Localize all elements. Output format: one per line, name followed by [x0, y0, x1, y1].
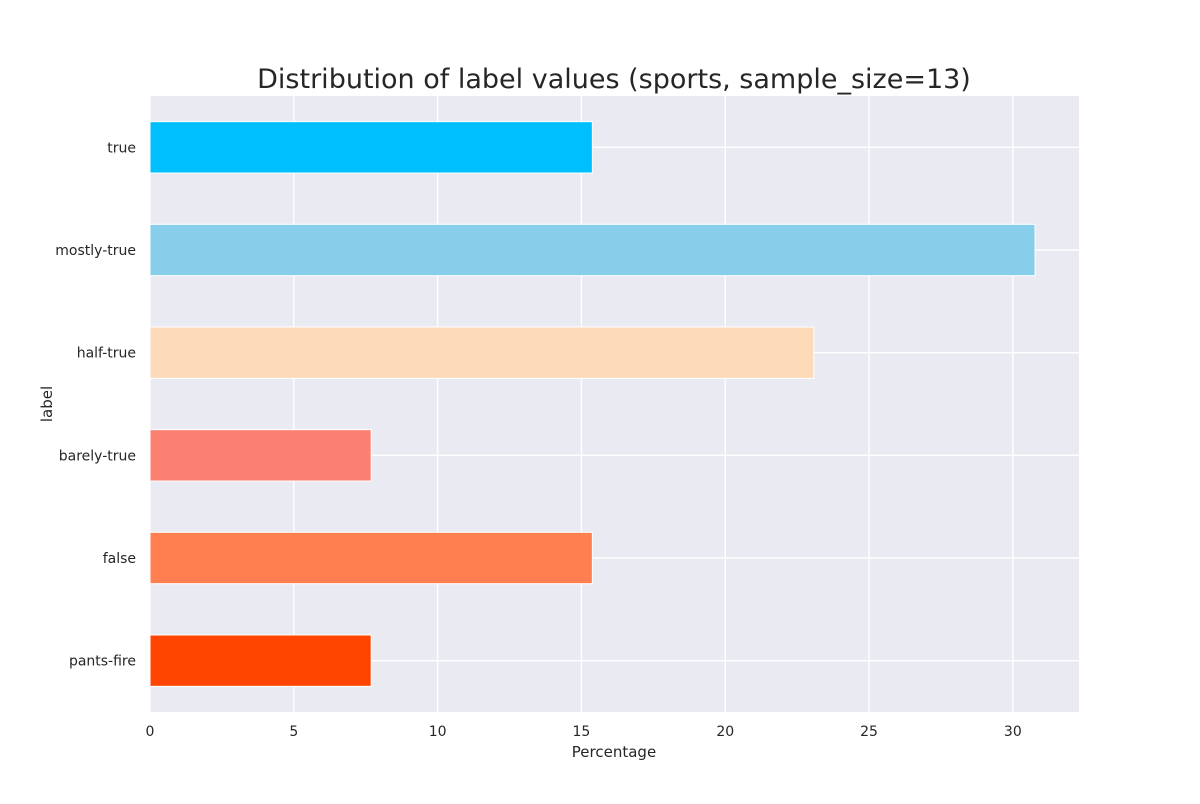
bar-mostly-true — [149, 223, 1036, 277]
y-tick-label: true — [107, 140, 136, 156]
x-tick-label: 5 — [289, 724, 298, 740]
bar-barely-true — [149, 429, 372, 482]
x-tick-label: 10 — [429, 724, 447, 740]
plot-background — [150, 96, 1079, 712]
bar-pants-fire — [149, 634, 372, 687]
x-tick-label: 0 — [146, 724, 155, 740]
chart-title: Distribution of label values (sports, sa… — [257, 64, 971, 95]
bar-false — [149, 531, 593, 585]
bars — [149, 121, 1036, 687]
bar-half-true — [149, 326, 815, 379]
y-tick-label: half-true — [77, 346, 136, 362]
bar-true — [149, 121, 593, 174]
axis-ticks: 0 5 10 15 20 25 30 true mostly-true half-true bare… — [55, 140, 1021, 740]
y-axis-label: label — [38, 386, 56, 422]
y-tick-label: barely-true — [59, 448, 136, 464]
x-tick-label: 30 — [1004, 724, 1022, 740]
x-tick-label: 25 — [860, 724, 878, 740]
y-tick-label: mostly-true — [55, 243, 136, 259]
y-tick-label: false — [103, 551, 136, 567]
x-tick-label: 15 — [573, 724, 591, 740]
x-tick-label: 20 — [716, 724, 734, 740]
x-axis-label: Percentage — [572, 743, 656, 761]
y-tick-label: pants-fire — [69, 654, 136, 670]
